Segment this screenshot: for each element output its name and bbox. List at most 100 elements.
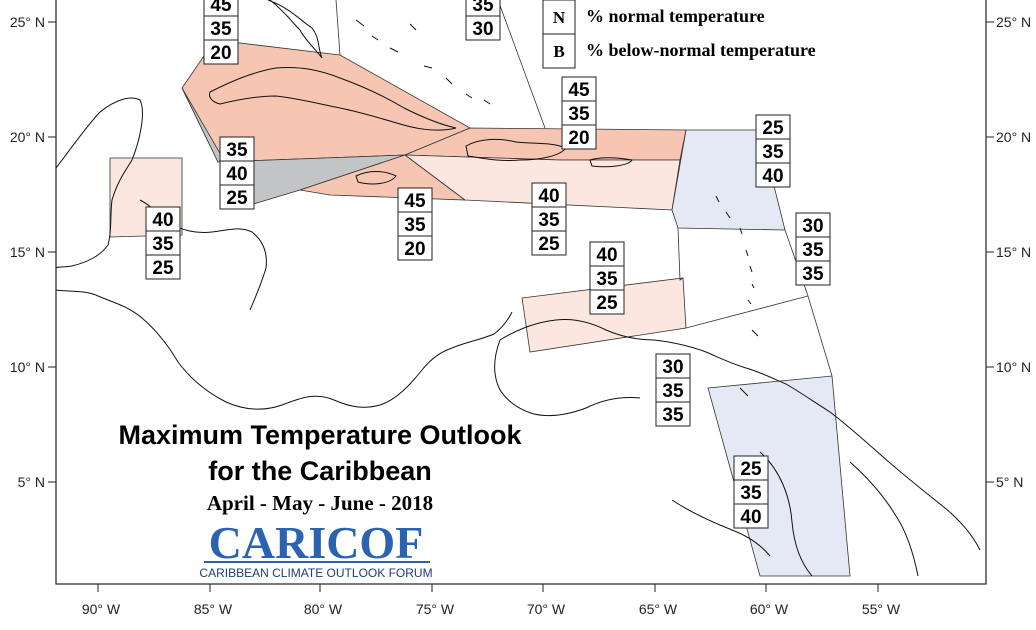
legend-key-normal: N (553, 8, 566, 27)
forecast-cell (589, 265, 625, 291)
forecast-value: 20 (404, 239, 425, 260)
forecast-cell (795, 212, 831, 238)
forecast-cell (561, 124, 597, 150)
forecast-box: 40 35 25 (531, 182, 567, 256)
forecast-value: 30 (662, 357, 683, 378)
title-line-2: for the Caribbean (208, 456, 432, 486)
forecast-value: 35 (662, 381, 684, 402)
lat-label: 25° N (10, 14, 45, 30)
lat-label: 20° N (996, 129, 1031, 145)
forecast-cell (655, 401, 691, 427)
forecast-value: 20 (210, 43, 231, 64)
forecast-cell (219, 160, 255, 186)
forecast-value: 45 (404, 191, 426, 212)
latitude-labels-left: 25° N 20° N 15° N 10° N 5° N (10, 14, 45, 490)
forecast-box: 25 35 40 (755, 114, 791, 188)
graticule (48, 21, 994, 592)
legend-key-below: B (553, 42, 564, 61)
latitude-labels-right: 25° N 20° N 15° N 10° N 5° N (996, 14, 1031, 490)
forecast-value: 30 (472, 19, 493, 40)
forecast-value: 35 (596, 269, 618, 290)
forecast-box: 40 35 25 (589, 241, 625, 315)
legend-text-below: % below-normal temperature (586, 40, 816, 60)
forecast-cell (733, 503, 769, 529)
map-title: Maximum Temperature Outlook for the Cari… (118, 420, 522, 515)
forecast-value: 25 (226, 188, 248, 209)
forecast-cell (145, 230, 181, 256)
forecast-cell (203, 15, 239, 41)
zone-edge-lines-5 (335, 0, 341, 56)
forecast-cell (145, 206, 181, 232)
longitude-labels: 90° W 85° W 80° W 75° W 70° W 65° W 60° … (82, 601, 901, 617)
legend: N % normal temperature B % below-normal … (542, 0, 816, 69)
forecast-box: 25 35 40 (733, 455, 769, 529)
forecast-value: 35 (538, 210, 560, 231)
forecast-period: April - May - June - 2018 (207, 491, 433, 515)
forecast-cell (531, 230, 567, 256)
forecast-value: 25 (538, 234, 560, 255)
forecast-value: 40 (538, 186, 559, 207)
title-line-1: Maximum Temperature Outlook (118, 420, 522, 450)
forecast-cell (755, 162, 791, 188)
lon-label: 75° W (416, 601, 455, 617)
lat-label: 5° N (18, 474, 45, 490)
lat-label: 15° N (996, 244, 1031, 260)
forecast-cell (795, 260, 831, 286)
lon-label: 70° W (527, 601, 566, 617)
forecast-value: 30 (802, 216, 823, 237)
forecast-box: 30 35 35 (795, 212, 831, 286)
forecast-cell (397, 187, 433, 213)
forecast-value: 35 (472, 0, 494, 16)
forecast-cell (465, 15, 501, 41)
forecast-value: 35 (662, 405, 684, 426)
forecast-box: 45 35 20 (397, 187, 433, 261)
lat-label: 5° N (996, 474, 1023, 490)
lon-label: 85° W (194, 601, 233, 617)
forecast-value: 45 (210, 0, 232, 16)
zone-edge-lines (677, 227, 684, 281)
lon-label: 65° W (639, 601, 678, 617)
lon-label: 60° W (750, 601, 789, 617)
zone-edge-lines-4 (497, 0, 546, 129)
forecast-value: 25 (596, 293, 618, 314)
forecast-value: 35 (740, 483, 762, 504)
forecast-cell (531, 182, 567, 208)
forecast-cell (561, 100, 597, 126)
forecast-cell (655, 353, 691, 379)
forecast-value: 35 (210, 19, 232, 40)
forecast-value: 35 (762, 142, 784, 163)
forecast-value: 35 (802, 240, 824, 261)
forecast-box: 45 35 20 (561, 76, 597, 150)
forecast-value: 45 (568, 80, 590, 101)
lat-label: 10° N (10, 359, 45, 375)
forecast-value: 35 (226, 140, 248, 161)
logo-wordmark: CARICOF (209, 517, 424, 568)
forecast-cell (145, 254, 181, 280)
forecast-cell (531, 206, 567, 232)
forecast-value: 35 (404, 215, 426, 236)
forecast-value: 40 (762, 166, 783, 187)
forecast-cell (589, 289, 625, 315)
forecast-box: 45 35 20 (203, 0, 239, 65)
forecast-value: 35 (802, 264, 824, 285)
legend-key-box (542, 33, 576, 69)
forecast-cell (397, 211, 433, 237)
forecast-value: 35 (568, 104, 590, 125)
forecast-value: 25 (740, 459, 762, 480)
forecast-value: 40 (152, 210, 173, 231)
caricof-logo: CARICOF CARIBBEAN CLIMATE OUTLOOK FORUM (199, 517, 432, 580)
forecast-cell (397, 235, 433, 261)
lon-label: 55° W (862, 601, 901, 617)
lat-label: 25° N (996, 14, 1031, 30)
lat-label: 15° N (10, 244, 45, 260)
forecast-value: 40 (740, 507, 761, 528)
lat-label: 20° N (10, 129, 45, 145)
forecast-box: 30 35 35 (655, 353, 691, 427)
lat-label: 10° N (996, 359, 1031, 375)
forecast-cell (755, 138, 791, 164)
zone-edge-lines-3 (807, 295, 833, 377)
forecast-value: 35 (152, 234, 174, 255)
forecast-cell (219, 184, 255, 210)
